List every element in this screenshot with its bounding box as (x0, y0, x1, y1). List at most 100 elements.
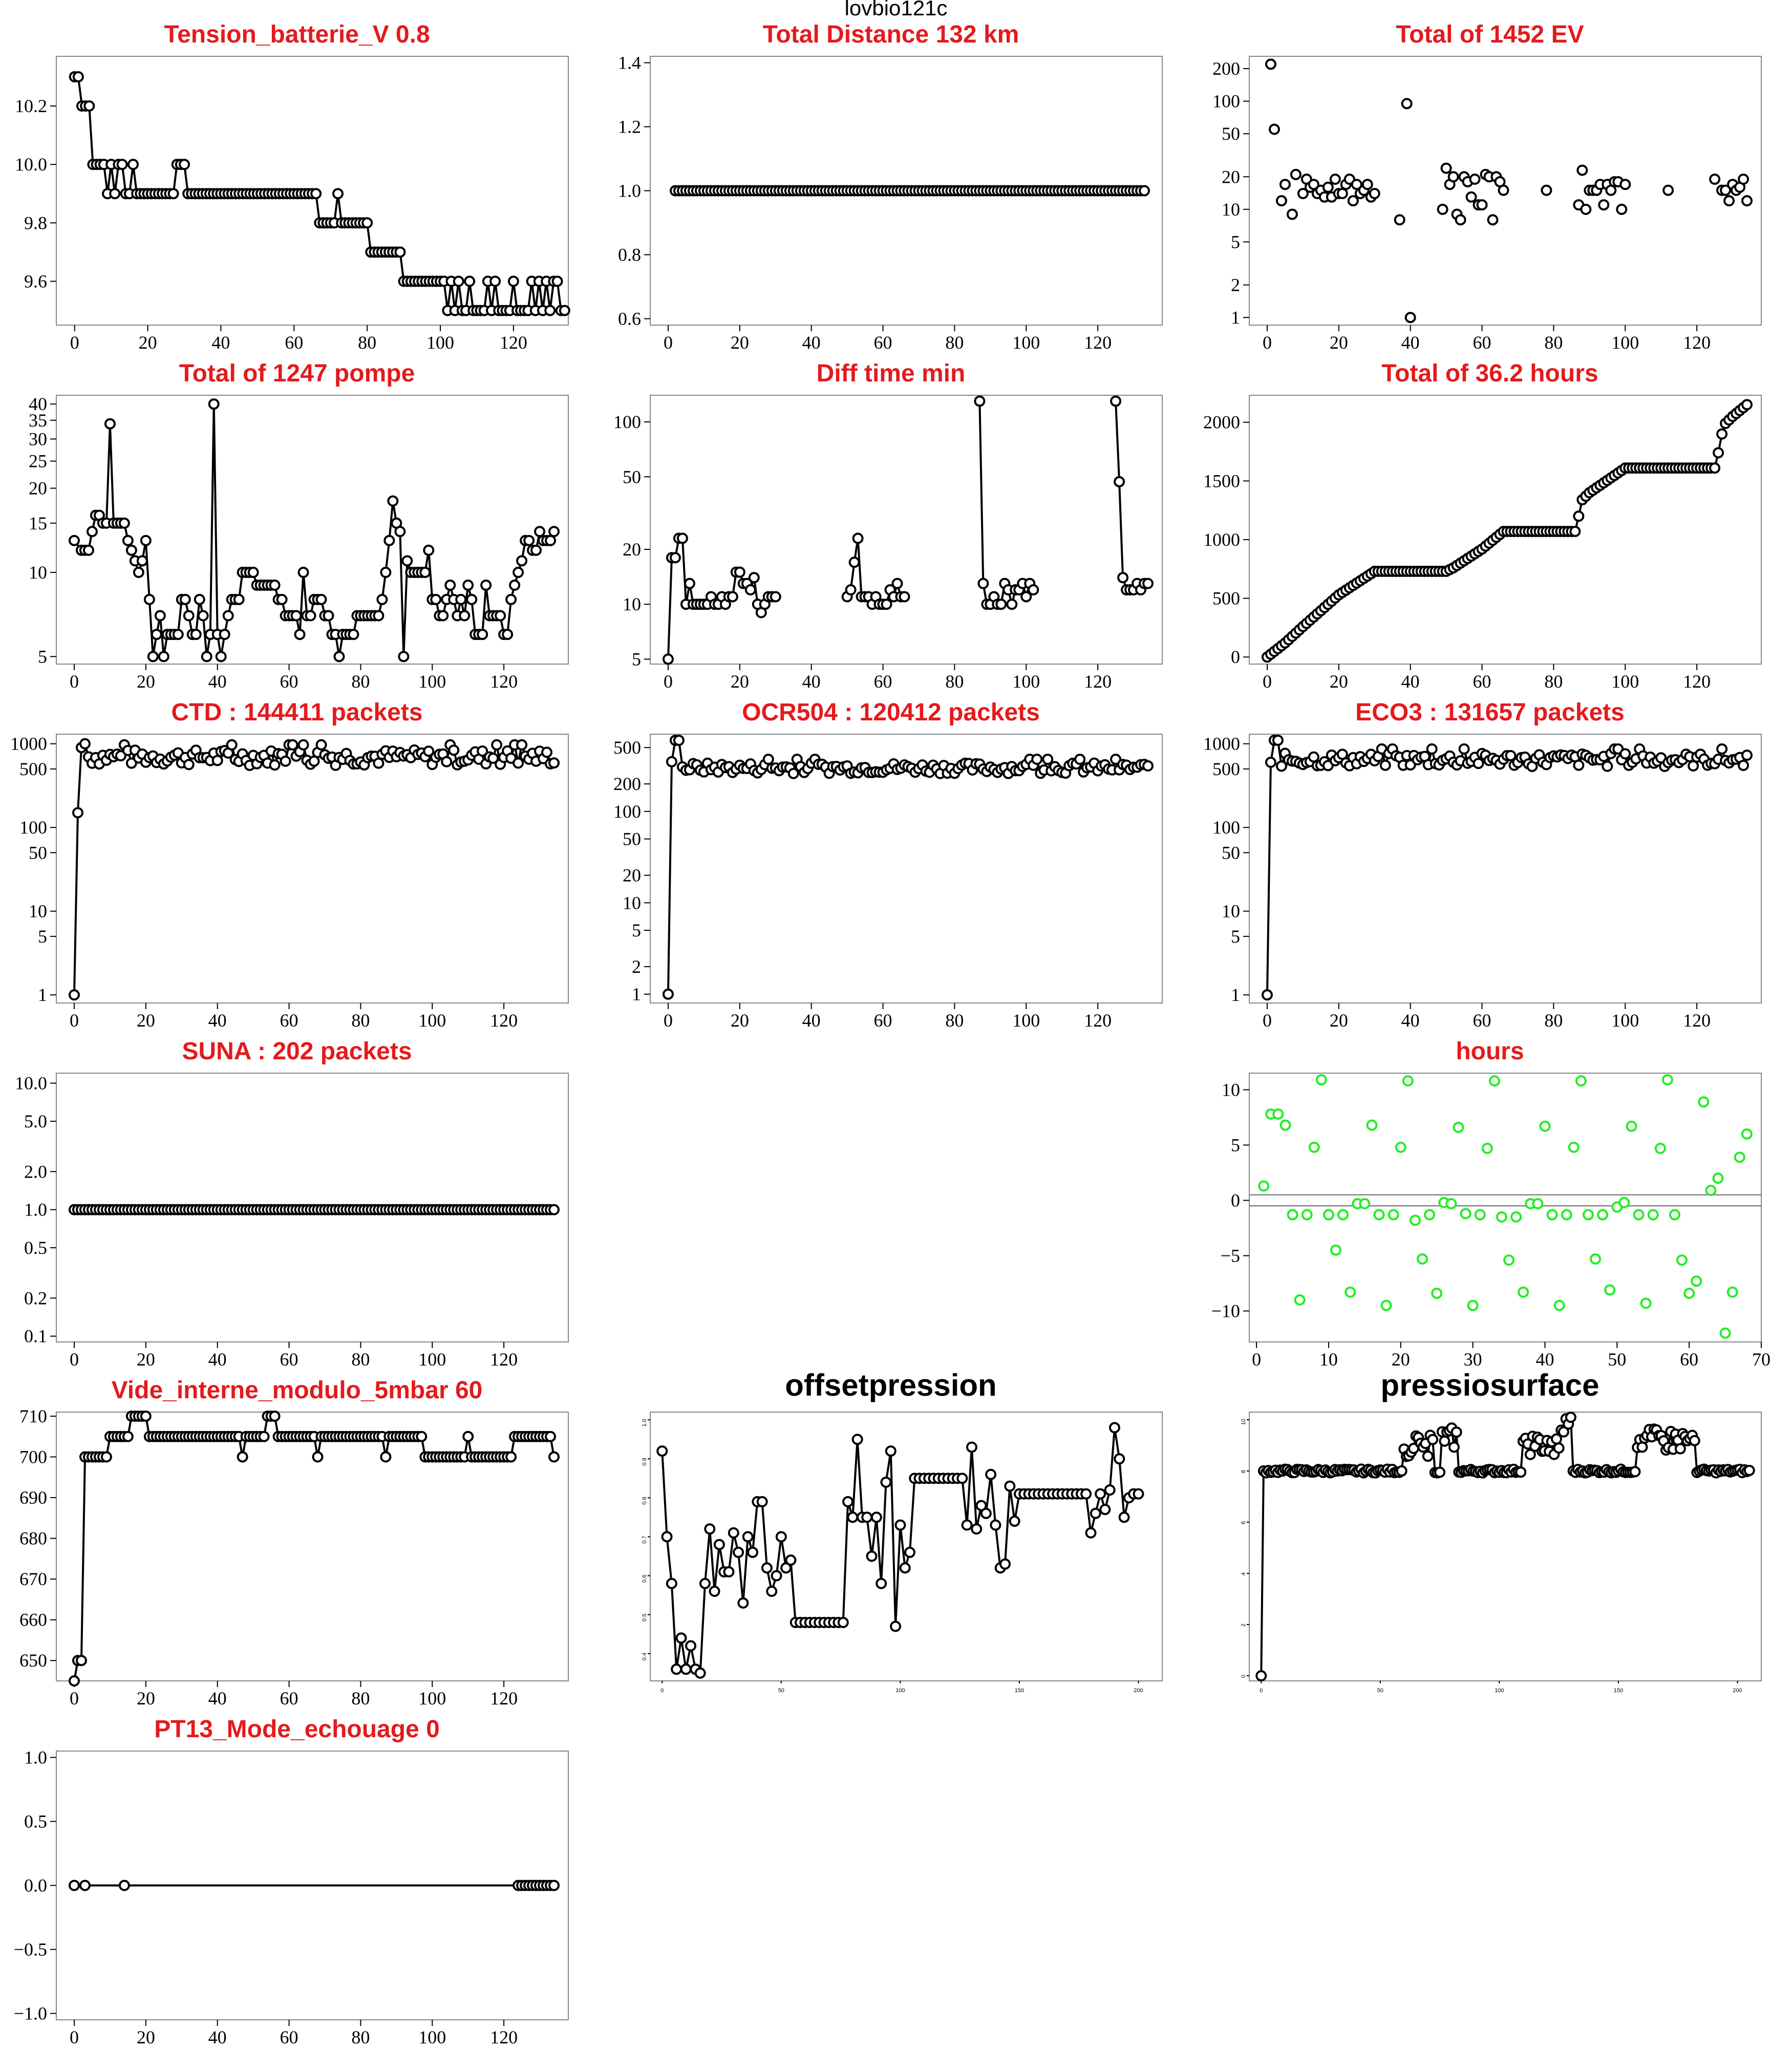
y-tick-label: 1.0 (24, 1200, 47, 1220)
data-point (894, 1519, 906, 1531)
data-point (1503, 1254, 1515, 1266)
data-point (1661, 1074, 1673, 1085)
plot-frame (56, 734, 569, 1004)
data-point (1448, 1441, 1460, 1453)
data-point (441, 756, 453, 767)
data-point (980, 1507, 992, 1519)
data-point (1476, 199, 1488, 211)
data-point (361, 217, 373, 229)
chart-panel-p13: offsetpression 0 50 100 150 200 0.4 0.5 0.6 0.7 0.… (594, 1356, 1188, 1694)
data-point (713, 1539, 725, 1550)
data-point (151, 629, 162, 641)
x-tick-label: 50 (1377, 1688, 1383, 1694)
data-point (662, 988, 674, 1000)
data-point (1118, 1511, 1130, 1523)
x-tick-label: 60 (280, 1010, 298, 1031)
x-tick-label: 120 (490, 1688, 518, 1709)
chart-title: hours (1456, 1038, 1524, 1065)
x-tick-label: 120 (490, 1010, 518, 1031)
data-point (383, 535, 395, 546)
y-tick-label: 5 (38, 926, 47, 947)
data-point (545, 1431, 557, 1442)
x-tick-label: 100 (895, 1688, 905, 1694)
x-tick-label: 100 (418, 1688, 446, 1709)
x-tick-label: 120 (1084, 1010, 1112, 1031)
y-tick-label: 5 (38, 646, 47, 667)
y-tick-label: 200 (613, 774, 641, 794)
data-point (100, 1451, 112, 1463)
data-point (1402, 1075, 1414, 1087)
data-point (394, 246, 406, 258)
data-point (1629, 1466, 1641, 1478)
y-tick-label: 20 (29, 478, 47, 499)
x-tick-label: 150 (1015, 1688, 1024, 1694)
x-tick-label: 80 (351, 1010, 370, 1031)
data-point (866, 1550, 878, 1562)
x-tick-label: 0 (70, 671, 79, 692)
data-point (211, 755, 223, 766)
x-tick-label: 70 (1752, 1349, 1770, 1370)
data-point (1431, 1287, 1443, 1299)
chart-panel-p7: CTD : 144411 packets 0 20 40 60 80 100 120 1 5 10 5… (0, 678, 594, 1031)
x-tick-label: 80 (1544, 332, 1563, 353)
x-tick-label: 120 (1683, 1010, 1711, 1031)
y-tick-label: 0.9 (642, 1458, 648, 1465)
data-point (775, 1531, 787, 1543)
data-point (1450, 1426, 1462, 1438)
data-point (704, 1523, 716, 1535)
data-point (380, 566, 392, 578)
data-point (1315, 1074, 1327, 1085)
data-point (68, 535, 80, 546)
chart-panel-p15: PT13_Mode_echouage 0 0 20 40 60 80 100 120 −1.0 −… (0, 1695, 594, 2047)
data-point (269, 759, 281, 771)
data-point (453, 275, 464, 287)
x-tick-label: 60 (874, 1010, 892, 1031)
data-point (72, 807, 83, 819)
y-tick-label: 500 (19, 759, 47, 779)
data-point (1409, 1214, 1421, 1226)
x-tick-label: 40 (1535, 1349, 1554, 1370)
y-tick-label: 650 (19, 1650, 47, 1671)
data-point (1553, 1299, 1565, 1311)
data-point (143, 593, 155, 605)
data-point (1369, 188, 1380, 200)
data-point (1272, 734, 1284, 746)
y-tick-label: 0.6 (618, 309, 641, 329)
series-line (667, 739, 1148, 994)
data-point (1510, 1211, 1522, 1223)
data-point (68, 1675, 80, 1687)
data-point (269, 1410, 281, 1422)
y-tick-label: 8 (1241, 1470, 1247, 1473)
data-point (1322, 1209, 1334, 1221)
x-tick-label: 0 (1260, 1688, 1263, 1694)
data-point (1279, 179, 1291, 190)
chart-svg: 0 20 40 60 80 100 120 1 2 5 10 20 50 100 200 500 (613, 734, 1163, 1031)
data-point (675, 1632, 687, 1644)
data-point (315, 739, 327, 751)
data-point (559, 305, 570, 316)
x-tick-label: 0 (664, 1010, 673, 1031)
chart-title: CTD : 144411 packets (171, 699, 423, 726)
y-tick-label: 2.0 (24, 1161, 47, 1182)
x-tick-label: 80 (1544, 1010, 1563, 1031)
y-tick-label: 10 (1222, 199, 1240, 220)
data-point (1713, 447, 1724, 459)
data-point (1541, 184, 1552, 196)
data-point (999, 1558, 1011, 1570)
x-tick-label: 100 (418, 1349, 446, 1370)
y-tick-label: 0.5 (642, 1614, 648, 1622)
data-point (190, 629, 202, 641)
data-point (487, 753, 499, 764)
x-tick-label: 0 (664, 671, 673, 692)
data-point (1709, 173, 1721, 185)
y-tick-label: 50 (1222, 842, 1240, 863)
data-point (1272, 1108, 1284, 1120)
data-point (1569, 525, 1581, 537)
chart-svg: 0 20 40 60 80 100 120 650 660 670 680 690 700 710 (19, 1406, 569, 1709)
data-point (728, 1527, 739, 1539)
data-point (323, 610, 334, 622)
data-point (68, 989, 80, 1001)
data-point (1590, 1253, 1602, 1265)
data-point (1532, 1198, 1544, 1209)
